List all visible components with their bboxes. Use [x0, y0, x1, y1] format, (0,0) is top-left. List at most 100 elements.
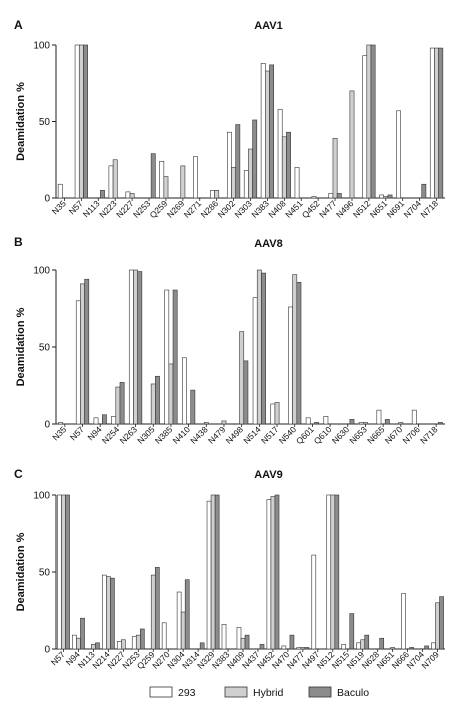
- x-tick-label: N253: [131, 198, 153, 220]
- bar-aav8-n498-hybrid: [239, 331, 245, 425]
- bar-aav1-n477-baculo: [336, 193, 342, 199]
- bar-aav1-n691-293: [396, 110, 401, 199]
- x-tick-label: N303: [232, 198, 254, 220]
- legend-label-293: 293: [178, 687, 196, 699]
- x-tick-label: N709: [419, 649, 441, 671]
- bar-aav8-n263-293: [128, 269, 134, 425]
- bar-aav1-n451-293: [294, 167, 300, 199]
- bar-aav1-n286-293: [210, 190, 215, 199]
- x-tick-label: N408: [266, 198, 288, 220]
- bar-aav9-n709-hybrid: [435, 602, 440, 650]
- bar-aav9-n477-hybrid: [300, 647, 306, 650]
- x-tick-label: N691: [385, 198, 407, 220]
- y-axis-label: Deamidation %: [15, 307, 27, 386]
- bar-aav9-n512-293: [326, 494, 332, 650]
- x-tick-label: N540: [277, 424, 299, 446]
- bar-aav1-n302-293: [226, 131, 232, 199]
- bar-aav8-n653-293: [358, 422, 364, 425]
- x-tick-label: N477: [317, 198, 339, 220]
- bar-aav9-n477-293: [296, 647, 302, 650]
- bar-aav1-n477-293: [328, 193, 334, 199]
- y-tick-label: 100: [33, 491, 50, 502]
- legend-label-hybrid: Hybrid: [253, 687, 284, 699]
- bar-aav1-n408-baculo: [286, 131, 291, 199]
- x-tick-label: N704: [402, 198, 424, 220]
- bar-aav8-n254-baculo: [119, 382, 125, 425]
- bar-aav9-n651-hybrid: [390, 647, 395, 650]
- panel-letter: C: [14, 467, 23, 481]
- panel-letter: A: [14, 18, 23, 32]
- bar-aav8-n670-hybrid: [398, 422, 404, 425]
- y-axis-label: Deamidation %: [15, 82, 27, 161]
- x-tick-label: N35: [50, 198, 68, 216]
- bar-aav1-q259-hybrid: [163, 176, 169, 199]
- bar-aav8-n94-293: [93, 417, 99, 425]
- bar-aav1-n303-293: [243, 170, 249, 199]
- bar-aav8-n35-293: [58, 422, 64, 425]
- bar-aav9-n704-baculo: [424, 645, 429, 650]
- x-tick-label: N227: [114, 198, 136, 220]
- bar-aav1-n57-293: [74, 44, 80, 199]
- bar-aav1-n512-293: [362, 55, 368, 199]
- bar-aav1-n113-baculo: [100, 190, 105, 199]
- bar-aav8-n410-293: [182, 357, 187, 425]
- bar-aav9-n329-hybrid: [210, 494, 216, 650]
- bar-aav8-n254-hybrid: [115, 386, 121, 425]
- bar-aav9-n329-baculo: [214, 494, 220, 650]
- y-tick-label: 0: [44, 420, 50, 431]
- bar-aav9-n94-baculo: [80, 617, 85, 650]
- bar-aav9-n519-293: [356, 642, 361, 650]
- bar-aav1-n223-hybrid: [112, 159, 118, 199]
- x-tick-label: N438: [188, 424, 210, 446]
- bar-aav8-q601-293: [305, 417, 311, 425]
- x-tick-label: N517: [259, 424, 281, 446]
- bar-aav1-n383-hybrid: [265, 70, 270, 199]
- bar-aav8-n517-hybrid: [274, 402, 280, 425]
- x-tick-label: N271: [182, 198, 204, 220]
- bar-aav9-n94-hybrid: [76, 637, 81, 650]
- bar-aav9-n253-baculo: [140, 628, 145, 650]
- bar-aav8-n263-hybrid: [133, 269, 138, 425]
- y-tick-label: 100: [33, 266, 50, 277]
- bar-aav9-n519-hybrid: [360, 639, 366, 650]
- x-tick-label: Q610: [312, 424, 334, 446]
- bar-aav8-n57-hybrid: [80, 283, 85, 425]
- bar-aav1-n512-hybrid: [366, 44, 372, 199]
- x-tick-label: N302: [216, 198, 238, 220]
- x-tick-label: N286: [199, 198, 221, 220]
- y-tick-label: 50: [39, 343, 51, 354]
- bar-aav8-n540-hybrid: [292, 274, 298, 425]
- bar-aav8-n57-baculo: [84, 278, 90, 425]
- bar-aav1-n303-hybrid: [248, 148, 253, 199]
- bar-aav9-n314-baculo: [199, 642, 205, 650]
- legend-swatch-baculo: [308, 686, 332, 698]
- bar-aav9-n409-baculo: [244, 634, 250, 650]
- bar-aav1-n651-hybrid: [383, 196, 389, 199]
- bar-aav1-n718-baculo: [438, 47, 444, 199]
- bar-aav9-n253-293: [131, 636, 137, 650]
- bar-aav9-n304-293: [176, 591, 182, 650]
- bar-aav1-n383-293: [260, 63, 266, 199]
- bar-aav1-n651-baculo: [387, 194, 393, 199]
- bar-aav9-n57-293: [57, 494, 62, 650]
- x-tick-label: N35: [50, 424, 68, 442]
- bar-aav1-n512-baculo: [370, 44, 376, 199]
- bar-aav8-n410-baculo: [190, 389, 196, 425]
- bar-aav1-n477-hybrid: [332, 138, 338, 199]
- x-tick-label: N718: [418, 424, 440, 446]
- x-tick-label: N113: [81, 198, 102, 219]
- bar-aav9-n512-hybrid: [330, 494, 336, 650]
- bar-aav8-n540-baculo: [296, 282, 302, 425]
- bar-aav9-n57-hybrid: [61, 494, 66, 650]
- bar-aav8-q601-baculo: [314, 422, 319, 425]
- x-tick-label: N269: [165, 198, 187, 220]
- bar-aav8-n94-baculo: [102, 414, 107, 425]
- bar-aav1-n303-baculo: [252, 119, 258, 199]
- bar-aav8-n706-293: [411, 409, 417, 425]
- bar-aav1-n718-293: [429, 47, 435, 199]
- bar-aav8-n514-293: [252, 297, 258, 425]
- bar-aav9-n666-293: [401, 593, 406, 650]
- chart-title: AAV9: [254, 469, 283, 481]
- bar-aav9-n470-baculo: [289, 634, 295, 650]
